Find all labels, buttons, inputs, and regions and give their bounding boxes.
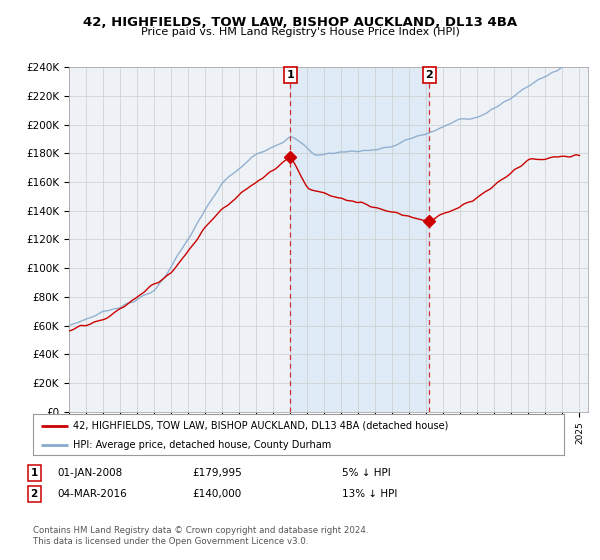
Text: 01-JAN-2008: 01-JAN-2008 xyxy=(57,468,122,478)
Text: 42, HIGHFIELDS, TOW LAW, BISHOP AUCKLAND, DL13 4BA (detached house): 42, HIGHFIELDS, TOW LAW, BISHOP AUCKLAND… xyxy=(73,421,448,431)
Text: £179,995: £179,995 xyxy=(192,468,242,478)
Text: Contains HM Land Registry data © Crown copyright and database right 2024.
This d: Contains HM Land Registry data © Crown c… xyxy=(33,526,368,546)
Text: 42, HIGHFIELDS, TOW LAW, BISHOP AUCKLAND, DL13 4BA: 42, HIGHFIELDS, TOW LAW, BISHOP AUCKLAND… xyxy=(83,16,517,29)
Text: 1: 1 xyxy=(286,70,294,80)
Text: 1: 1 xyxy=(31,468,38,478)
Text: Price paid vs. HM Land Registry's House Price Index (HPI): Price paid vs. HM Land Registry's House … xyxy=(140,27,460,38)
Text: £140,000: £140,000 xyxy=(192,489,241,499)
Text: 2: 2 xyxy=(425,70,433,80)
Text: 04-MAR-2016: 04-MAR-2016 xyxy=(57,489,127,499)
Text: HPI: Average price, detached house, County Durham: HPI: Average price, detached house, Coun… xyxy=(73,440,331,450)
Text: 5% ↓ HPI: 5% ↓ HPI xyxy=(342,468,391,478)
Text: 13% ↓ HPI: 13% ↓ HPI xyxy=(342,489,397,499)
Bar xyxy=(290,67,429,412)
Text: 2: 2 xyxy=(31,489,38,499)
